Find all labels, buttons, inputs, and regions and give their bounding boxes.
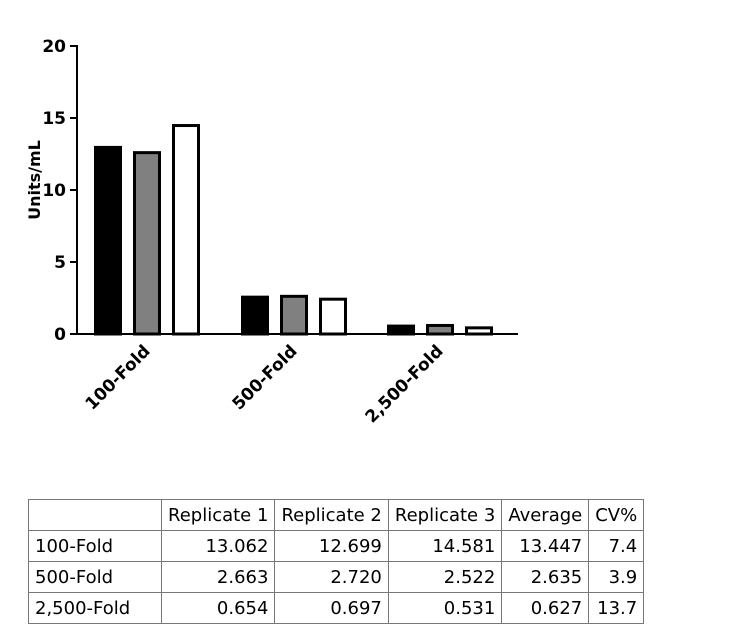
table-header-cell: Replicate 1 — [160, 499, 276, 531]
table-cell: 3.9 — [588, 561, 645, 593]
table-cell: 0.654 — [160, 592, 276, 624]
bar-500-fold-series-2 — [280, 294, 308, 336]
table-header-cell: Average — [501, 499, 590, 531]
table-header-cell: Replicate 3 — [387, 499, 503, 531]
bar-500-fold-series-3 — [319, 297, 347, 336]
table-cell: 13.062 — [160, 530, 276, 562]
table-cell: 14.581 — [387, 530, 503, 562]
bars-group — [94, 124, 493, 336]
table-header-row: Replicate 1 Replicate 2 Replicate 3 Aver… — [28, 499, 645, 531]
table-row: 100-Fold 13.062 12.699 14.581 13.447 7.4 — [28, 530, 645, 562]
table-cell: 0.697 — [274, 592, 389, 624]
table-row-label: 500-Fold — [28, 561, 162, 593]
y-tick-label: 0 — [54, 325, 66, 345]
table-row: 500-Fold 2.663 2.720 2.522 2.635 3.9 — [28, 561, 645, 593]
table-cell: 13.447 — [501, 530, 590, 562]
bar-chart: 0 5 10 15 20 100-Fold 500-Fold 2,500-Fold Unit… — [25, 37, 518, 427]
table-row: 2,500-Fold 0.654 0.697 0.531 0.627 13.7 — [28, 592, 645, 624]
bar-500-fold-series-1 — [241, 295, 269, 336]
bar-2-500-fold-series-1 — [387, 324, 415, 336]
y-tick-label: 5 — [54, 253, 66, 273]
replicates-table: Replicate 1 Replicate 2 Replicate 3 Aver… — [28, 499, 645, 624]
table-cell: 0.531 — [387, 592, 503, 624]
y-tick-label: 10 — [42, 181, 66, 201]
table-cell: 7.4 — [588, 530, 645, 562]
x-category-label: 100-Fold — [82, 341, 155, 414]
table-cell: 2.663 — [160, 561, 276, 593]
table-cell: 2.635 — [501, 561, 590, 593]
x-labels-group: 100-Fold 500-Fold 2,500-Fold — [82, 341, 448, 427]
table-header-cell — [28, 499, 162, 531]
y-tick-label: 15 — [42, 109, 66, 129]
x-category-label: 500-Fold — [229, 341, 302, 414]
table-cell: 13.7 — [588, 592, 645, 624]
table-header-cell: CV% — [588, 499, 645, 531]
table-cell: 2.720 — [274, 561, 389, 593]
table-cell: 12.699 — [274, 530, 389, 562]
table-header-cell: Replicate 2 — [274, 499, 389, 531]
y-tick-label: 20 — [42, 37, 66, 57]
bar-100-fold-series-2 — [133, 151, 161, 336]
table-row-label: 2,500-Fold — [28, 592, 162, 624]
y-ticks-group: 0 5 10 15 20 — [42, 37, 77, 345]
y-axis-title: Units/mL — [25, 140, 44, 220]
table-cell: 0.627 — [501, 592, 590, 624]
table-row-label: 100-Fold — [28, 530, 162, 562]
bar-100-fold-series-1 — [94, 145, 122, 336]
x-category-label: 2,500-Fold — [362, 341, 448, 427]
bar-2-500-fold-series-2 — [426, 323, 454, 336]
table-cell: 2.522 — [387, 561, 503, 593]
bar-100-fold-series-3 — [172, 124, 200, 336]
